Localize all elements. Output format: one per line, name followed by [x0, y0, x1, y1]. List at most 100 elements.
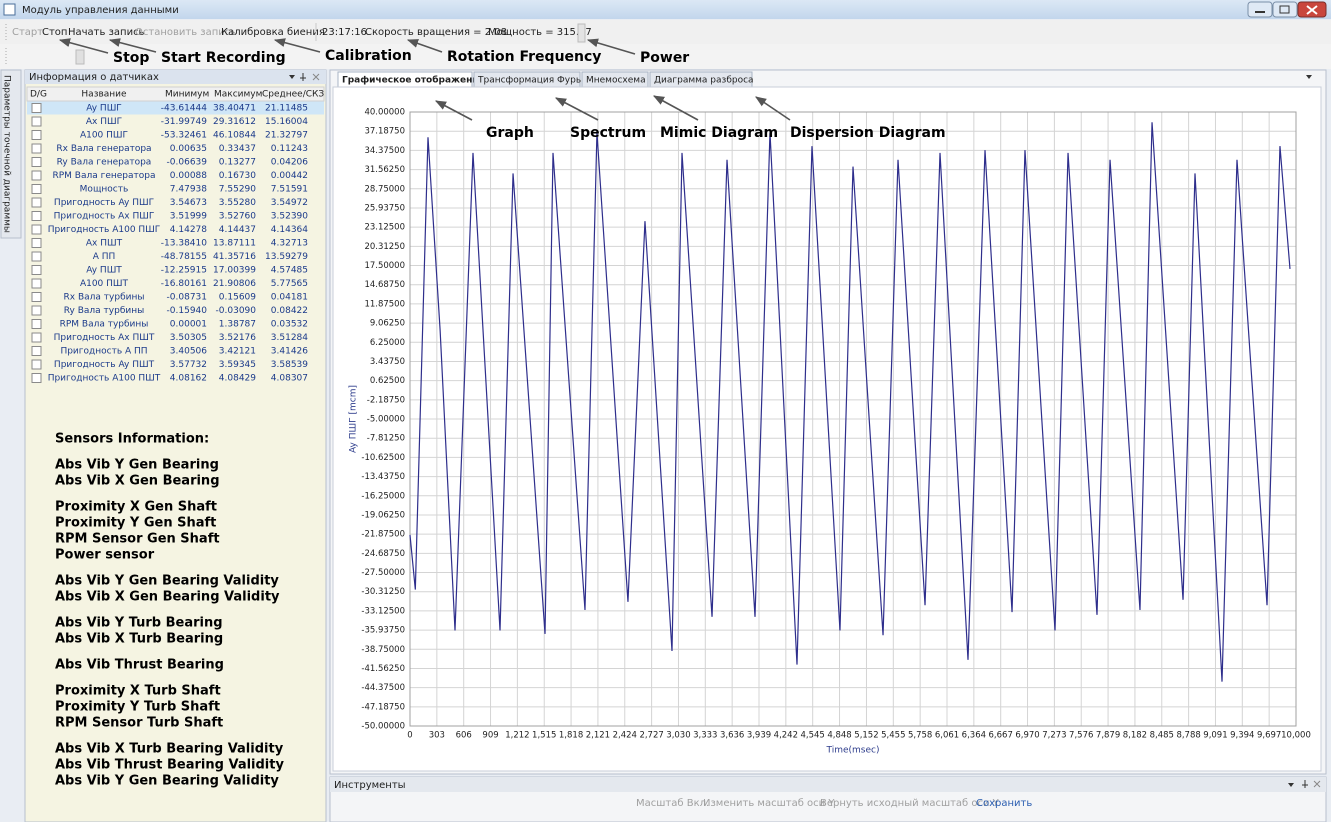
row-checkbox[interactable]: [31, 251, 42, 262]
sensor-min: 7.47938: [170, 185, 207, 195]
y-tick-label: -19.06250: [361, 510, 405, 520]
annotation: Start Recording: [161, 50, 286, 66]
window-controls[interactable]: [1247, 1, 1327, 18]
sensor-min: 3.51999: [170, 212, 207, 222]
side-tab[interactable]: [0, 69, 22, 239]
row-checkbox[interactable]: [31, 116, 42, 127]
row-checkbox[interactable]: [31, 265, 42, 275]
y-tick-label: 28.75000: [364, 184, 405, 194]
sensor-name: Пригодность Ax ПШТ: [54, 333, 155, 343]
row-checkbox[interactable]: [31, 305, 42, 316]
tools-pin[interactable]: [1302, 780, 1308, 788]
info-line: Abs Vib Thrust Bearing Validity: [55, 758, 284, 773]
tools-close[interactable]: [1313, 780, 1321, 788]
y-tick-label: 25.93750: [364, 203, 405, 213]
row-checkbox[interactable]: [31, 373, 42, 383]
panel-close[interactable]: [312, 73, 320, 81]
info-line: Proximity Y Gen Shaft: [55, 516, 216, 531]
sensor-mean: 4.57485: [271, 266, 308, 276]
y-tick-label: 11.87500: [364, 299, 405, 309]
row-checkbox[interactable]: [31, 359, 42, 370]
sensor-name: RPM Вала генератора: [52, 171, 155, 181]
tool-button[interactable]: Масштаб Вкл.: [636, 798, 709, 809]
power-display: Мощность = 315.67: [488, 27, 592, 38]
sensor-name: Rx Вала турбины: [64, 293, 145, 303]
x-tick-label: 7,879: [1096, 731, 1120, 741]
tabs-menu[interactable]: [1306, 75, 1312, 79]
tool-button[interactable]: Изменить масштаб оси Y: [703, 798, 835, 809]
row-checkbox[interactable]: [31, 278, 42, 289]
sensor-min: 3.40506: [170, 347, 207, 357]
annotation-arrow: [653, 95, 699, 121]
x-tick-label: 606: [456, 731, 472, 741]
info-line: RPM Sensor Turb Shaft: [55, 716, 223, 731]
row-checkbox[interactable]: [31, 211, 42, 221]
sensor-mean: 0.03532: [271, 320, 308, 330]
close-glyph: [1306, 5, 1318, 15]
sensor-max: 17.00399: [213, 266, 256, 276]
row-checkbox[interactable]: [31, 184, 42, 194]
tool-button[interactable]: Сохранить: [976, 798, 1032, 809]
plot-border: [409, 111, 1297, 727]
calibration-button[interactable]: Калибровка биения: [221, 27, 325, 38]
y-tick-label: -7.81250: [367, 434, 405, 444]
row-checkbox[interactable]: [31, 103, 42, 113]
table-header: [26, 86, 325, 102]
sensor-min: 0.00635: [170, 144, 207, 154]
row-checkbox[interactable]: [31, 332, 42, 343]
annotation: Dispersion Diagram: [790, 125, 946, 141]
sensor-min: 3.50305: [170, 333, 207, 343]
y-tick-label: -30.31250: [361, 587, 405, 597]
x-tick-label: 5,758: [908, 731, 932, 741]
row-checkbox[interactable]: [31, 143, 42, 154]
panel-title: Информация о датчиках: [29, 72, 159, 83]
tools-header: [330, 777, 1326, 792]
minimize-button[interactable]: [1247, 1, 1273, 18]
tab-label[interactable]: Диаграмма разброса: [654, 76, 754, 86]
tool-button[interactable]: Вернуть исходный масштаб оси Y: [820, 798, 1000, 809]
row-checkbox[interactable]: [31, 170, 42, 181]
sensor-mean: 0.04206: [271, 158, 308, 168]
panel-pin[interactable]: [300, 73, 306, 81]
tools-menu[interactable]: [1288, 783, 1294, 787]
row-checkbox[interactable]: [31, 157, 42, 167]
row-checkbox[interactable]: [31, 224, 42, 235]
sensor-max: -0.03090: [216, 306, 257, 316]
annotation: Mimic Diagram: [660, 125, 778, 141]
annotation: Rotation Frequency: [447, 49, 601, 65]
y-axis-label: Ay ПШГ [mcm]: [349, 385, 359, 453]
row-checkbox[interactable]: [31, 130, 42, 140]
toolbar-end: [577, 23, 586, 43]
column-header: Минимум: [165, 90, 209, 100]
row-checkbox[interactable]: [31, 197, 42, 208]
sensor-min: -0.15940: [167, 306, 208, 316]
row-checkbox[interactable]: [31, 292, 42, 302]
sensor-name: Пригодность Ay ПШГ: [54, 198, 154, 208]
y-tick-label: -47.18750: [361, 702, 405, 712]
tab-label[interactable]: Мнемосхема: [586, 76, 646, 86]
sensor-mean: 5.77565: [271, 279, 308, 289]
sensor-min: -48.78155: [161, 252, 207, 262]
panel-menu[interactable]: [289, 75, 295, 79]
stop-recording-button[interactable]: Остановить запись: [135, 27, 236, 38]
y-tick-label: -27.50000: [361, 568, 405, 578]
x-tick-label: 6,667: [989, 731, 1013, 741]
y-tick-label: -24.68750: [361, 549, 405, 559]
side-tab-label[interactable]: Параметры точечной диаграммы: [2, 75, 12, 233]
maximize-button[interactable]: [1272, 1, 1298, 18]
sensor-mean: 4.14364: [271, 225, 308, 235]
row-checkbox[interactable]: [31, 319, 42, 329]
x-tick-label: 4,545: [801, 731, 825, 741]
tab-label[interactable]: Трансформация Фурье: [477, 76, 587, 86]
y-tick-label: -38.75000: [361, 645, 405, 655]
start-button[interactable]: Старт: [12, 27, 43, 38]
tab-label[interactable]: Графическое отображение: [342, 75, 485, 86]
row-checkbox[interactable]: [31, 238, 42, 248]
row-checkbox[interactable]: [31, 346, 42, 356]
sensor-mean: 3.54972: [271, 198, 308, 208]
start-recording-button[interactable]: Начать запись: [68, 27, 145, 38]
sensor-min: -0.08731: [167, 293, 207, 303]
sensor-mean: 21.11485: [265, 104, 308, 114]
x-tick-label: 7,273: [1042, 731, 1066, 741]
stop-button[interactable]: Стоп: [42, 27, 67, 38]
